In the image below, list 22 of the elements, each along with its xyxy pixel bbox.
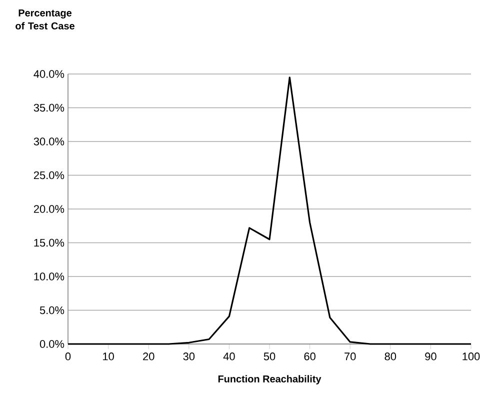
x-tick-label: 30 bbox=[183, 352, 195, 360]
y-tick-label: 35.0% bbox=[34, 104, 64, 112]
x-tick-label: 10 bbox=[103, 352, 114, 360]
x-tick-label: 0 bbox=[65, 352, 71, 360]
y-tick-label: 5.0% bbox=[40, 306, 64, 314]
x-tick-label: 20 bbox=[143, 352, 154, 360]
y-tick-label: 10.0% bbox=[34, 272, 64, 280]
y-axis-title: Percentage of Test Case bbox=[16, 10, 74, 30]
y-tick-label: 0.0% bbox=[40, 340, 64, 348]
x-tick-label: 90 bbox=[425, 352, 436, 360]
y-tick-label: 20.0% bbox=[34, 205, 64, 213]
x-tick-label: 40 bbox=[223, 352, 235, 360]
x-tick-label: 100 bbox=[462, 352, 480, 360]
x-tick-label: 70 bbox=[344, 352, 356, 360]
y-tick-label: 40.0% bbox=[34, 70, 64, 78]
y-tick-label: 15.0% bbox=[34, 238, 64, 247]
y-tick-label: 30.0% bbox=[34, 138, 64, 146]
x-axis-title: Function Reachability bbox=[218, 375, 322, 384]
y-tick-label: 25.0% bbox=[34, 171, 64, 180]
x-tick-label: 80 bbox=[384, 352, 396, 360]
x-tick-label: 50 bbox=[264, 352, 276, 360]
x-tick-label: 60 bbox=[304, 352, 316, 360]
